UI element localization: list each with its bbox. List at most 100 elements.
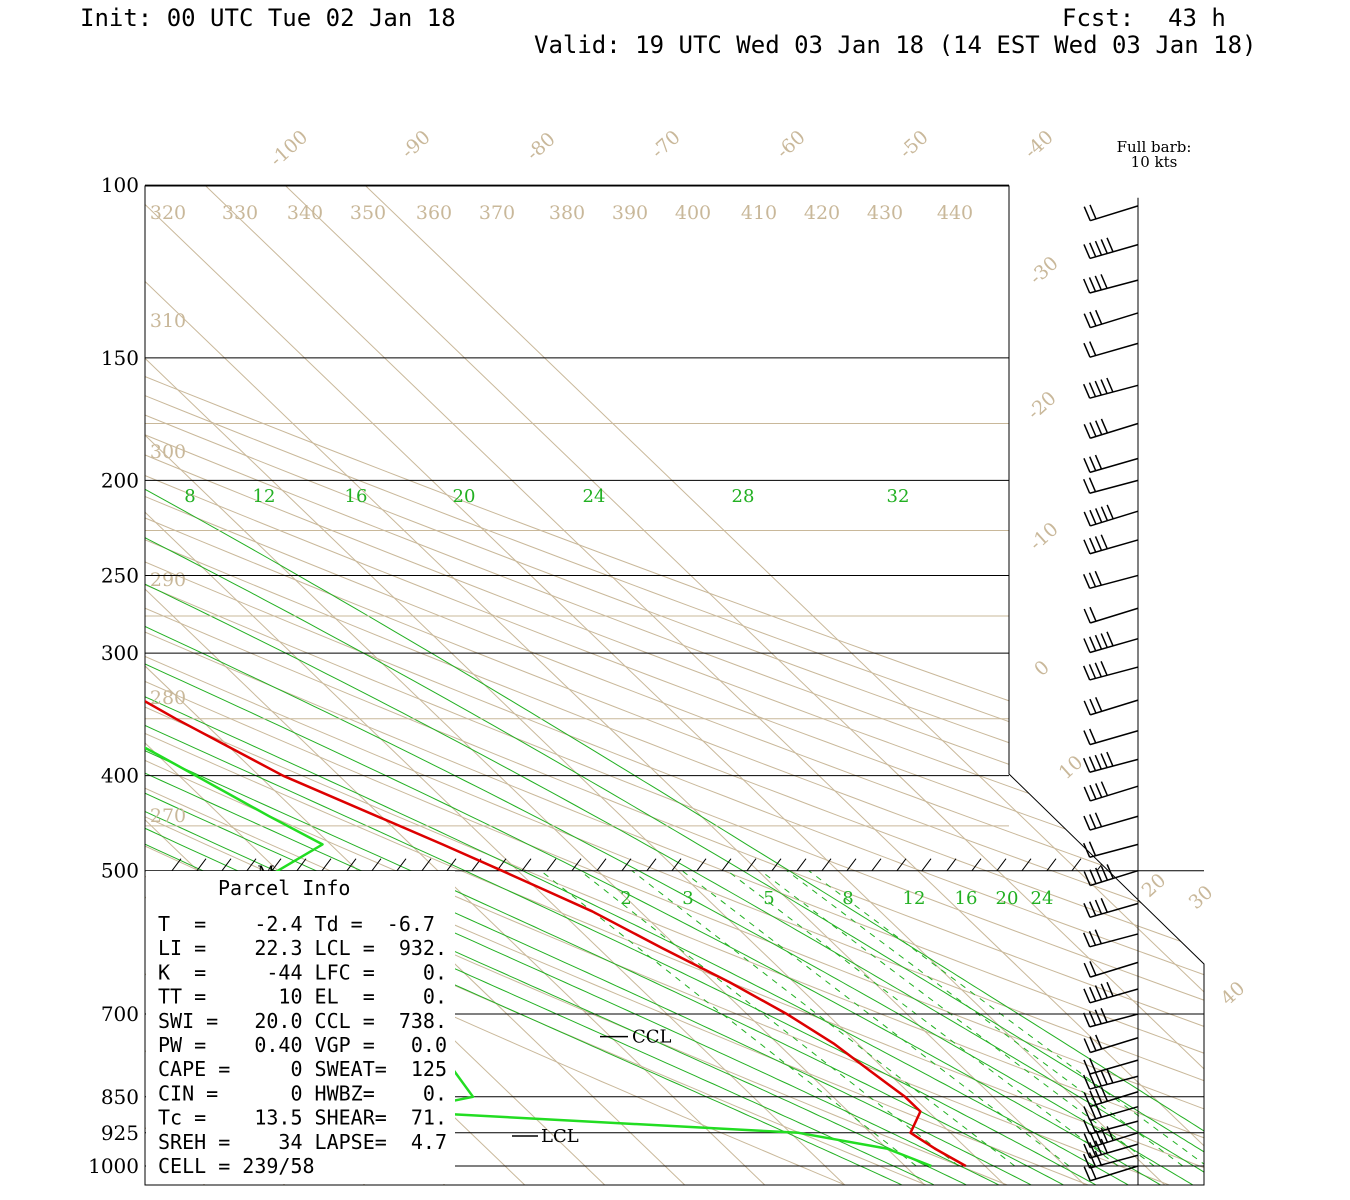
parcel-info-row: SWI = 20.0 CCL = 738. [158,1009,447,1033]
isotherm-label: -40 [1020,126,1057,163]
isotherm-line [145,186,772,1185]
wind-barb [1083,981,1139,1004]
hatch-mark [521,858,532,872]
hatch-mark [221,858,232,872]
wind-barb [1082,1150,1139,1169]
parcel-info-row: LI = 22.3 LCL = 932. [158,936,447,960]
mixing-ratio-line [808,870,1204,1167]
pressure-tick-label: 700 [101,1002,139,1026]
ccl-label: CCL [632,1027,672,1048]
theta-label: 290 [150,569,186,591]
theta-label: 330 [222,202,258,224]
hatch-mark [746,858,757,872]
barb-legend-line2: 10 kts [1131,153,1178,171]
hatch-mark [1046,858,1057,872]
moist-adiabat-label: 24 [583,486,606,507]
theta-label: 270 [150,805,186,827]
hatch-mark [396,858,407,872]
isotherm-label: -100 [266,126,312,171]
moist-adiabat-label: 20 [453,486,476,507]
mixing-ratio-label: 2 [620,888,631,909]
moist-adiabat-label: 12 [253,486,276,507]
hatch-mark [946,858,957,872]
moist-adiabat-label: 8 [184,486,195,507]
wind-barb [1082,841,1139,858]
theta-label: 310 [150,310,186,332]
valid-time: Valid: 19 UTC Wed 03 Jan 18 (14 EST Wed … [534,31,1257,59]
theta-label: 350 [350,202,386,224]
isotherm-label: 30 [1185,881,1218,914]
parcel-info-row: CELL = 239/58 [158,1154,315,1178]
mixing-ratio-label: 12 [903,888,926,909]
init-time: Init: 00 UTC Tue 02 Jan 18 [80,4,456,32]
theta-label: 430 [867,202,903,224]
moist-adiabat-line [145,458,1044,1185]
moist-adiabat-line [145,458,1204,1185]
mixing-ratio-line [726,870,1119,1167]
dry-adiabat-line [145,186,1204,1185]
lcl-label: LCL [541,1126,579,1147]
isotherm-line [0,163,51,1191]
dry-adiabat-line [145,186,1204,1185]
hatch-mark [671,858,682,872]
wind-barb [1083,631,1139,654]
hatch-mark [996,858,1007,872]
theta-label: 420 [804,202,840,224]
mixing-ratio-label: 24 [1031,888,1054,909]
pressure-tick-label: 925 [101,1121,139,1145]
wind-barb [1083,1126,1139,1149]
dry-adiabat-line [145,186,1204,1185]
wind-barb [1082,1118,1139,1135]
fcst-label: Fcst: [1062,4,1135,32]
isotherm-line [145,186,692,1185]
hatch-mark [196,858,207,872]
dry-adiabat-line [145,186,1204,1185]
wind-barb [1083,418,1139,439]
pressure-tick-label: 500 [101,859,139,883]
dry-adiabat-line [145,186,1204,1185]
isotherm-label: -60 [772,126,809,163]
pressure-tick-label: 100 [101,173,139,197]
moist-adiabat-line [145,458,948,1185]
mixing-ratio-line [681,870,1070,1167]
hatch-mark [546,858,557,872]
parcel-info-title: Parcel Info [218,876,350,900]
isotherm-line [145,186,1092,1185]
wind-barb [1083,781,1139,802]
pressure-tick-label: 150 [101,346,139,370]
mixing-ratio-label: 8 [842,888,853,909]
theta-label: 340 [287,202,323,224]
wind-barb [1083,237,1139,260]
parcel-info-row: CIN = 0 HWBZ= 0. [158,1081,447,1105]
mixing-ratio-label: 5 [763,888,774,909]
hatch-mark [246,858,257,872]
dry-adiabat-line [145,186,1204,1185]
dry-adiabat-line [145,186,1204,1185]
pressure-tick-label: 300 [101,641,139,665]
wind-barb [1083,504,1139,527]
mixing-ratio-line [540,870,917,1167]
moist-adiabat-line [145,458,1204,1185]
dewpoint-profile-line [145,205,932,1168]
hatch-mark [821,858,832,872]
wind-barb [1082,477,1139,494]
theta-label: 370 [479,202,515,224]
temperature-profile-line [145,204,967,1168]
parcel-info-row: PW = 0.40 VGP = 0.0 [158,1033,447,1057]
wind-barb [1083,961,1139,978]
mixing-ratio-line [786,870,1184,1167]
wind-barb [1083,697,1139,716]
wind-barb [1082,1068,1139,1090]
wind-barb [1083,204,1139,222]
isotherm-label: -90 [397,126,434,163]
moist-adiabat-line [145,458,980,1185]
hatch-mark [771,858,782,872]
theta-label: 410 [741,202,777,224]
wind-barb [1082,570,1139,590]
parcel-info-row: Tc = 13.5 SHEAR= 71. [158,1106,447,1130]
isotherm-label: 40 [1217,977,1250,1010]
isotherm-line [145,186,852,1185]
parcel-info-row: T = -2.4 Td = -6.7 [158,912,435,936]
hatch-mark [921,858,932,872]
